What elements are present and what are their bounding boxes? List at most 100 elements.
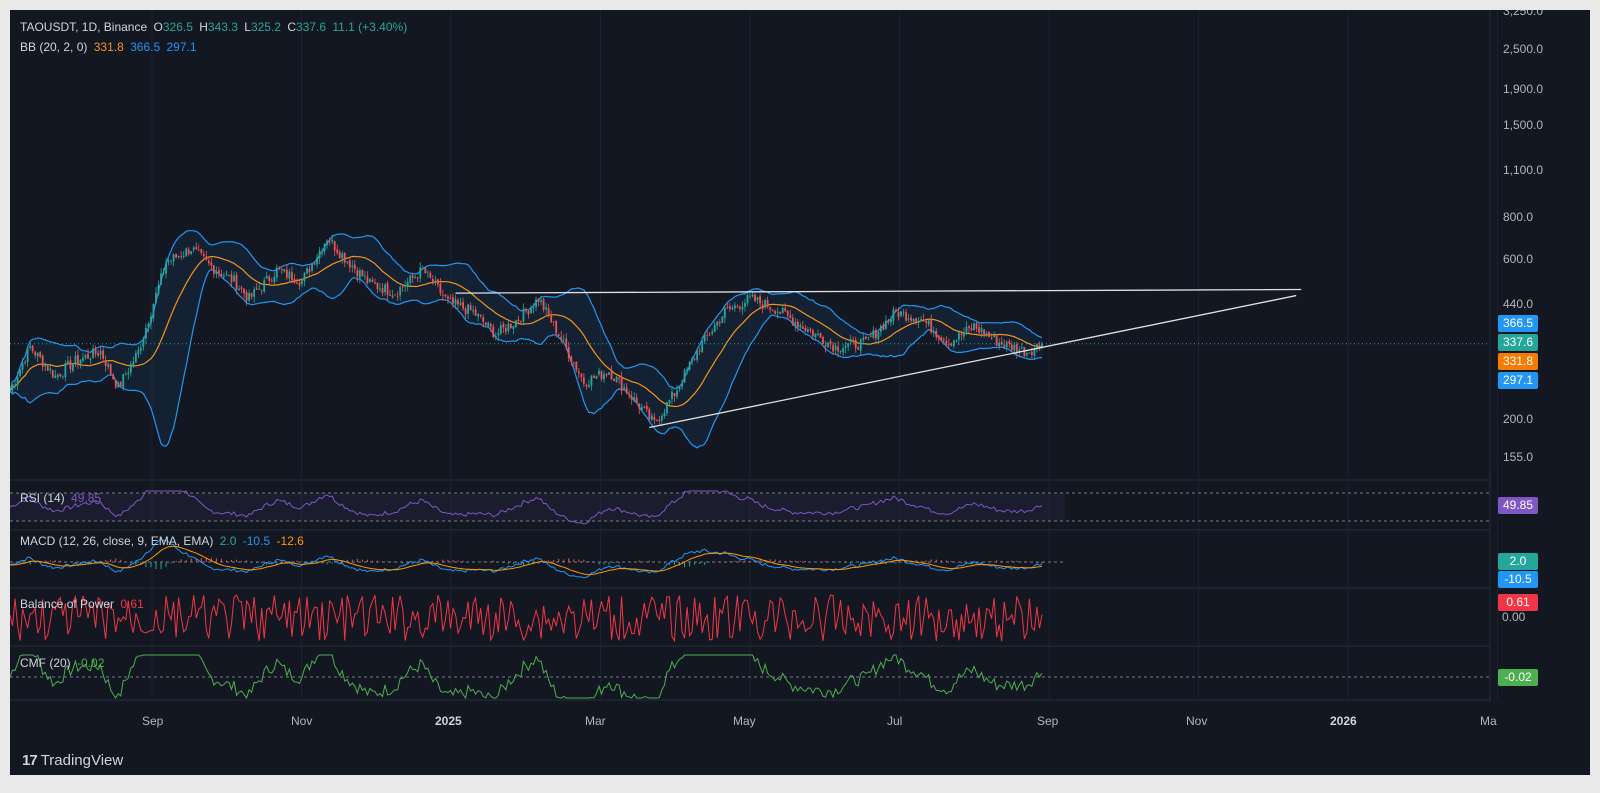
- time-axis-label: Mar: [585, 714, 606, 728]
- candle-body: [389, 294, 391, 296]
- candle-body: [223, 275, 225, 277]
- candle-body: [998, 342, 1001, 347]
- candle-body: [404, 285, 407, 287]
- candle-body: [852, 339, 855, 341]
- symbol-legend: TAOUSDT, 1D, Binance O326.5 H343.3 L325.…: [20, 20, 410, 34]
- candle-body: [706, 335, 709, 336]
- candle-body: [779, 311, 782, 314]
- candle-body: [301, 280, 303, 285]
- rsi-band: [10, 493, 1065, 521]
- candle-body: [291, 272, 293, 281]
- candle-body: [26, 348, 29, 363]
- candle-body: [932, 331, 935, 333]
- candle-body: [444, 294, 447, 297]
- candle-body: [789, 315, 792, 318]
- candle-body: [343, 252, 346, 263]
- candle-body: [308, 268, 311, 273]
- cmf-legend: CMF (20) -0.02: [20, 656, 107, 670]
- candle-body: [220, 273, 223, 277]
- candle-body: [122, 374, 125, 388]
- candle-body: [517, 319, 520, 322]
- candle-body: [620, 376, 623, 391]
- candle-body: [1010, 344, 1013, 351]
- bop-tag: 0.61: [1498, 594, 1538, 611]
- candle-body: [1013, 344, 1016, 351]
- candle-body: [288, 271, 291, 279]
- candle-body: [854, 339, 857, 349]
- candle-body: [678, 386, 681, 390]
- candle-body: [537, 298, 540, 302]
- candle-body: [477, 314, 480, 317]
- candle-body: [713, 325, 716, 332]
- candle-body: [318, 250, 321, 259]
- candle-body: [605, 373, 608, 376]
- macd-line: [10, 537, 1043, 579]
- candle-body: [892, 309, 895, 321]
- candle-body: [439, 283, 442, 294]
- candle-body: [565, 338, 568, 348]
- candle-body: [245, 292, 248, 301]
- candle-body: [59, 374, 62, 377]
- candle-body: [628, 394, 631, 396]
- low-label: L: [244, 20, 251, 34]
- candle-body: [381, 288, 384, 294]
- candle-body: [474, 309, 477, 316]
- tradingview-logo[interactable]: 17 TradingView: [22, 752, 123, 769]
- candle-body: [545, 307, 548, 310]
- candle-body: [512, 325, 515, 330]
- candle-body: [995, 335, 998, 346]
- candle-body: [419, 267, 422, 278]
- candle-body: [49, 368, 52, 370]
- candle-body: [975, 323, 978, 329]
- candle-body: [794, 322, 797, 327]
- rsi-value: 49.85: [71, 491, 102, 505]
- candle-body: [36, 352, 39, 357]
- bb-basis-value: 331.8: [93, 40, 124, 54]
- candle-body: [942, 339, 945, 341]
- candle-body: [985, 333, 988, 336]
- candle-body: [170, 260, 172, 262]
- candle-body: [348, 260, 351, 268]
- candle-body: [683, 370, 686, 383]
- candle-body: [550, 314, 553, 323]
- candle-body: [663, 412, 666, 417]
- candle-body: [1041, 343, 1043, 348]
- candle-body: [814, 333, 817, 337]
- candle-body: [1008, 341, 1011, 344]
- price-axis-label: 2,500.0: [1503, 42, 1544, 56]
- candle-body: [945, 340, 948, 346]
- candle-body: [137, 349, 140, 355]
- candle-body: [671, 391, 673, 400]
- candle-body: [761, 304, 764, 309]
- candle-body: [429, 272, 432, 278]
- candle-body: [562, 338, 565, 340]
- candle-body: [499, 325, 502, 334]
- candle-body: [676, 390, 678, 397]
- rsi-label: RSI (14): [20, 491, 65, 505]
- candle-body: [24, 362, 27, 363]
- candle-body: [132, 361, 135, 365]
- bb-lower-line: [10, 268, 1043, 449]
- candle-body: [270, 280, 273, 282]
- candle-body: [940, 337, 943, 341]
- candle-body: [182, 255, 185, 257]
- cmf-tag: -0.02: [1498, 669, 1538, 686]
- candle-body: [328, 241, 331, 243]
- candle-body: [177, 256, 180, 258]
- candle-body: [930, 319, 933, 333]
- candle-body: [917, 321, 920, 323]
- candle-body: [983, 329, 985, 336]
- candle-body: [14, 384, 16, 385]
- candle-body: [885, 320, 887, 329]
- candle-body: [847, 343, 850, 347]
- price-chart[interactable]: [10, 10, 1590, 775]
- candle-body: [754, 294, 756, 302]
- candle-body: [384, 284, 386, 293]
- low-value: 325.2: [250, 20, 281, 34]
- candle-body: [87, 353, 89, 359]
- candle-body: [139, 347, 142, 351]
- candle-body: [645, 405, 648, 410]
- bb-basis-tag: 331.8: [1498, 353, 1538, 370]
- symbol-title: TAOUSDT, 1D, Binance: [20, 20, 148, 34]
- candle-body: [708, 334, 711, 336]
